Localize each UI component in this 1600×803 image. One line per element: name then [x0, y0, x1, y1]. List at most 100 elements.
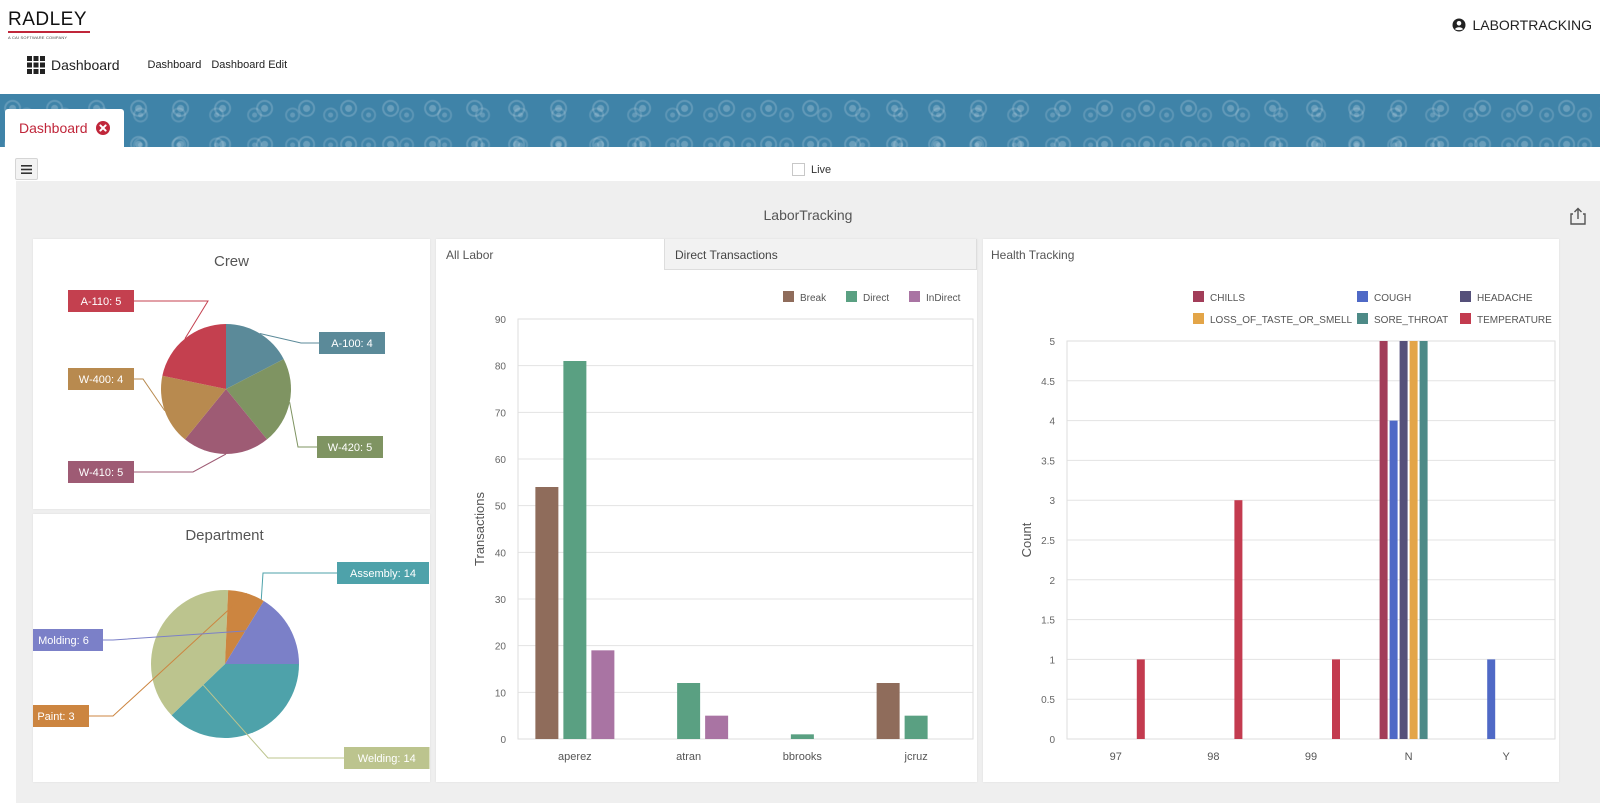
pie-leader-line [134, 300, 209, 339]
user-menu[interactable]: LABORTRACKING [1452, 17, 1592, 33]
bar-direct-aperez[interactable] [563, 361, 587, 739]
legend-swatch-direct[interactable] [846, 291, 857, 302]
y-tick-label: 3 [1049, 496, 1055, 507]
bar-indirect-aperez[interactable] [591, 650, 615, 739]
y-tick-label: 1.5 [1041, 616, 1055, 627]
y-tick-label: 2.5 [1041, 536, 1055, 547]
pie-slice-w-410-5[interactable] [184, 389, 268, 454]
y-tick-label: 4.5 [1041, 377, 1055, 388]
pie-slice-a-100-4[interactable] [226, 324, 284, 389]
y-tick-label: 3.5 [1041, 456, 1055, 467]
legend-label-break[interactable]: Break [800, 293, 827, 304]
live-toggle[interactable]: Live [792, 163, 831, 176]
legend-swatch-loss-of-taste-or-smell[interactable] [1193, 313, 1204, 324]
pie-label-box [24, 629, 103, 651]
pie-label-box [337, 562, 429, 584]
bar-break-jcruz[interactable] [876, 683, 900, 739]
legend-label-chills[interactable]: CHILLS [1210, 293, 1245, 304]
bar-temperature-97[interactable] [1136, 659, 1145, 739]
legend-swatch-headache[interactable] [1460, 291, 1471, 302]
pie-label-molding-6: Molding: 6 [38, 635, 89, 647]
department-title: Department [185, 527, 264, 544]
labor-bar-chart: 0 10 20 30 40 50 60 70 80 90 Transactions aperez atr… [472, 291, 974, 763]
bar-direct-jcruz[interactable] [904, 715, 928, 739]
pie-leader-line [252, 572, 337, 733]
legend-label-indirect[interactable]: InDirect [926, 293, 961, 304]
live-label: Live [811, 163, 832, 176]
y-tick-label: 2 [1049, 576, 1055, 587]
pie-slice-assembly-14[interactable] [171, 664, 299, 738]
crew-title: Crew [213, 253, 249, 270]
x-tick-label: 99 [1305, 751, 1317, 763]
bar-indirect-atran[interactable] [705, 715, 729, 739]
y-tick-label: 40 [495, 548, 507, 559]
x-tick-label: bbrooks [783, 751, 823, 763]
tab-direct-transactions[interactable]: Direct Transactions [664, 239, 977, 270]
bar-sore-throat-n[interactable] [1419, 341, 1428, 739]
pie-label-box [68, 368, 134, 390]
close-tab-icon[interactable] [95, 121, 110, 135]
crew-panel: Crew A-100: 4 W-420: 5 W-410: 5 W-400: 4 A-1… [33, 239, 430, 509]
bar-headache-n[interactable] [1399, 341, 1408, 739]
bar-cough-y[interactable] [1487, 659, 1496, 739]
plot-frame [517, 318, 974, 740]
bar-direct-atran[interactable] [677, 683, 701, 739]
apps-menu[interactable]: Dashboard [27, 56, 120, 74]
legend-swatch-break[interactable] [783, 291, 794, 302]
bar-chills-n[interactable] [1379, 341, 1388, 739]
legend-label-cough[interactable]: COUGH [1374, 293, 1411, 304]
x-tick-label: Y [1503, 751, 1511, 763]
x-tick-label: jcruz [904, 751, 928, 763]
pie-label-box [344, 747, 430, 769]
hamburger-icon [21, 164, 32, 174]
x-tick-label: aperez [558, 751, 592, 763]
bar-cough-n[interactable] [1389, 420, 1398, 739]
pie-slice-paint-3[interactable] [225, 590, 264, 664]
legend-swatch-chills[interactable] [1193, 291, 1204, 302]
pie-label-a-100-4: A-100: 4 [331, 338, 373, 350]
nav-title: Dashboard [51, 57, 120, 73]
legend-label-loss-of-taste-or-smell[interactable]: LOSS_OF_TASTE_OR_SMELL [1210, 315, 1353, 326]
health-panel: Health Tracking 0 0.5 1 1.5 2 2.5 3 3.5 4 4.5 5 Cou… [983, 239, 1559, 782]
pie-label-w-410-5: W-410: 5 [79, 467, 123, 479]
legend-label-direct[interactable]: Direct [863, 293, 889, 304]
pie-label-box [68, 461, 134, 483]
toolbar: Live [0, 147, 1600, 181]
tab-all-labor[interactable]: All Labor [436, 239, 664, 270]
y-tick-label: 20 [495, 642, 507, 653]
x-tick-label: N [1405, 751, 1413, 763]
legend-swatch-sore-throat[interactable] [1357, 313, 1368, 324]
pie-slice-molding-6[interactable] [225, 600, 299, 664]
live-checkbox[interactable] [792, 163, 805, 176]
header-banner [0, 94, 1600, 147]
radley-logo[interactable]: RADLEY A CAI SOFTWARE COMPANY [8, 10, 92, 40]
share-icon[interactable] [1570, 207, 1586, 225]
bar-direct-bbrooks[interactable] [790, 734, 814, 739]
nav-link-dashboard-edit[interactable]: Dashboard Edit [211, 59, 288, 71]
legend-swatch-cough[interactable] [1357, 291, 1368, 302]
legend-swatch-indirect[interactable] [909, 291, 920, 302]
bar-break-aperez[interactable] [535, 487, 559, 739]
nav-link-dashboard[interactable]: Dashboard [147, 59, 202, 71]
legend-swatch-temperature[interactable] [1460, 313, 1471, 324]
tab-dashboard[interactable]: Dashboard [5, 109, 124, 147]
pie-slice-w-420-5[interactable] [226, 359, 291, 440]
y-axis-label: Transactions [472, 492, 487, 566]
legend-label-sore-throat[interactable]: SORE_THROAT [1374, 315, 1448, 326]
y-tick-label: 60 [495, 455, 507, 466]
user-circle-icon [1452, 18, 1466, 32]
pie-slice-a-110-5[interactable] [162, 324, 226, 389]
legend-label-temperature[interactable]: TEMPERATURE [1477, 315, 1552, 326]
pie-label-box [317, 436, 383, 458]
pie-leader-line [289, 402, 317, 448]
pie-slice-welding-14[interactable] [151, 590, 229, 716]
logo-tagline: A CAI SOFTWARE COMPANY [8, 35, 68, 40]
bar-temperature-99[interactable] [1332, 659, 1340, 739]
legend-label-headache[interactable]: HEADACHE [1477, 293, 1533, 304]
bar-temperature-98[interactable] [1234, 500, 1243, 739]
y-tick-label: 10 [495, 688, 507, 699]
bar-loss-of-taste-or-smell-n[interactable] [1409, 341, 1418, 739]
hamburger-menu-button[interactable] [15, 158, 38, 180]
pie-slice-w-400-4[interactable] [161, 375, 226, 440]
y-tick-label: 5 [1049, 337, 1055, 348]
